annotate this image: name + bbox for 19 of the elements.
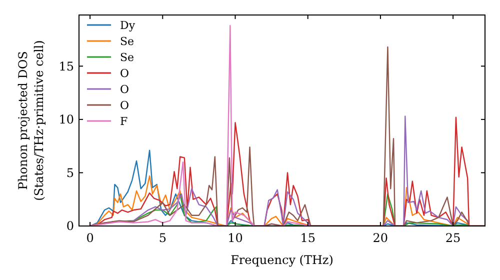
legend-label: Se <box>120 50 134 64</box>
y-axis-title: Phonon projected DOS (States/THz·primitive cell) <box>16 40 46 201</box>
y-tick-label: 5 <box>66 166 74 180</box>
y-tick-label: 0 <box>66 219 74 234</box>
x-axis-title: Frequency (THz) <box>230 253 334 267</box>
legend-label: F <box>120 114 128 128</box>
legend-label: Dy <box>120 18 136 32</box>
legend-label: Se <box>120 34 134 48</box>
x-tick-label: 15 <box>300 231 316 245</box>
x-tick-label: 20 <box>372 231 388 245</box>
y-tick-label: 10 <box>58 112 74 127</box>
y-tick-label: 15 <box>58 59 74 74</box>
legend-label: O <box>120 82 130 96</box>
x-tick-label: 5 <box>158 231 166 245</box>
x-tick-label: 25 <box>445 231 461 245</box>
x-tick-label: 10 <box>228 231 243 245</box>
legend-label: O <box>120 66 130 80</box>
legend-label: O <box>120 98 130 112</box>
x-tick-label: 0 <box>86 231 94 245</box>
